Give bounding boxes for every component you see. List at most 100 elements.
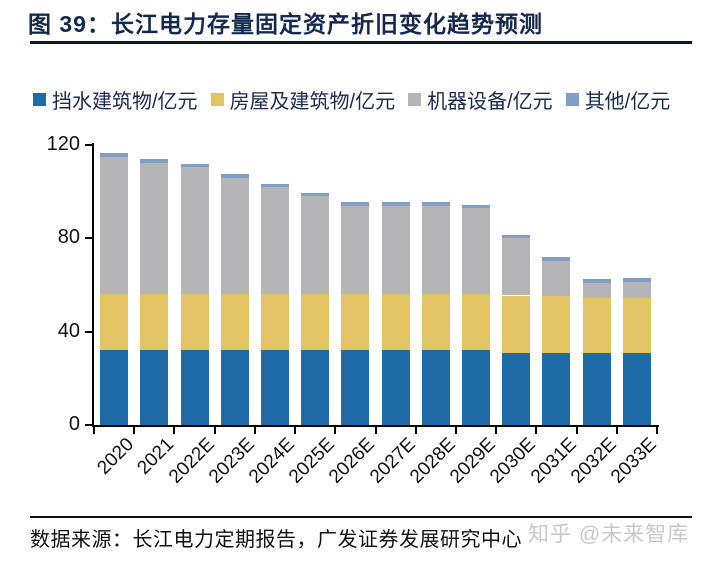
x-axis-tick bbox=[535, 425, 538, 434]
y-axis-label: 120 bbox=[46, 133, 80, 155]
legend-item: 机器设备/亿元 bbox=[408, 85, 553, 114]
bar-segment bbox=[341, 294, 370, 351]
x-axis-label: 2020 bbox=[93, 434, 138, 479]
x-axis-tick bbox=[656, 425, 658, 434]
bar-segment bbox=[180, 350, 209, 425]
bar-segment bbox=[502, 238, 531, 296]
bar-segment bbox=[542, 352, 571, 425]
bar-segment bbox=[462, 208, 491, 295]
x-axis-tick bbox=[454, 425, 457, 434]
y-axis-label: 0 bbox=[68, 413, 80, 435]
x-axis-label: 2022E bbox=[164, 434, 219, 488]
bar-segment bbox=[140, 350, 169, 425]
bar-segment bbox=[100, 294, 129, 351]
x-axis-tick bbox=[414, 425, 417, 434]
legend-label: 房屋及建筑物/亿元 bbox=[229, 91, 396, 113]
bar-segment bbox=[502, 234, 531, 239]
bar-segment bbox=[582, 282, 611, 298]
bar-segment bbox=[462, 294, 491, 351]
x-axis-label: 2027E bbox=[365, 434, 420, 488]
x-axis-label: 2030E bbox=[486, 434, 541, 488]
source-note: 数据来源：长江电力定期报告，广发证券发展研究中心 bbox=[30, 529, 522, 551]
bar-segment bbox=[220, 177, 249, 295]
bar-segment bbox=[381, 350, 410, 425]
legend-swatch bbox=[33, 93, 46, 106]
bar-segment bbox=[260, 183, 289, 187]
bar-segment bbox=[220, 294, 249, 351]
bar-segment bbox=[622, 281, 651, 298]
x-axis-tick bbox=[213, 425, 216, 434]
figure-title: 图 39：长江电力存量固定资产折旧变化趋势预测 bbox=[28, 11, 543, 37]
x-axis-label: 2024E bbox=[245, 434, 299, 488]
watermark: 知乎 @未来智库 bbox=[528, 523, 690, 546]
bar-segment bbox=[301, 294, 330, 351]
x-axis-tick bbox=[133, 425, 136, 434]
bar-segment bbox=[502, 295, 531, 353]
chart-legend: 挡水建筑物/亿元 房屋及建筑物/亿元 机器设备/亿元 其他/亿元 bbox=[33, 85, 693, 114]
x-axis-tick bbox=[495, 425, 498, 434]
bar-segment bbox=[341, 205, 370, 295]
bar-segment bbox=[622, 297, 651, 353]
legend-item: 挡水建筑物/亿元 bbox=[33, 85, 198, 114]
x-axis-label: 2028E bbox=[405, 434, 460, 488]
x-axis-tick bbox=[173, 425, 176, 434]
y-axis-line bbox=[92, 143, 94, 427]
bar-segment bbox=[381, 202, 410, 206]
bar-segment bbox=[180, 167, 209, 295]
bar-segment bbox=[260, 350, 289, 425]
bar-segment bbox=[381, 294, 410, 351]
bar-segment bbox=[100, 350, 129, 425]
title-rule bbox=[30, 41, 692, 44]
bar-segment bbox=[381, 205, 410, 295]
x-axis-label: 2026E bbox=[325, 434, 380, 488]
bar-segment bbox=[582, 352, 611, 425]
x-axis-tick bbox=[615, 425, 618, 434]
bar-segment bbox=[260, 187, 289, 295]
bar-segment bbox=[301, 192, 330, 197]
bar-segment bbox=[622, 352, 651, 425]
x-axis-tick bbox=[294, 425, 297, 434]
bar-segment bbox=[140, 294, 169, 351]
y-axis-tick bbox=[85, 424, 93, 426]
bar-segment bbox=[462, 350, 491, 425]
bar-segment bbox=[542, 295, 571, 353]
bar-segment bbox=[421, 205, 450, 295]
bar-segment bbox=[542, 257, 571, 261]
bar-segment bbox=[260, 294, 289, 351]
legend-label: 挡水建筑物/亿元 bbox=[52, 91, 198, 113]
legend-label: 机器设备/亿元 bbox=[427, 91, 553, 113]
legend-swatch bbox=[210, 93, 224, 106]
bar-segment bbox=[220, 350, 249, 425]
bar-segment bbox=[140, 162, 169, 295]
legend-swatch bbox=[565, 93, 579, 106]
y-axis-tick bbox=[85, 144, 93, 146]
x-axis-label: 2029E bbox=[446, 434, 500, 488]
bottom-rule bbox=[30, 516, 692, 518]
bar-segment bbox=[622, 278, 651, 282]
legend-swatch bbox=[408, 93, 422, 106]
x-axis-tick bbox=[575, 425, 578, 434]
y-axis-tick bbox=[85, 330, 93, 333]
bar-segment bbox=[502, 352, 531, 425]
bar-segment bbox=[220, 174, 249, 178]
bar-segment bbox=[301, 350, 330, 425]
legend-item: 房屋及建筑物/亿元 bbox=[210, 85, 396, 114]
bar-segment bbox=[301, 196, 330, 295]
bar-segment bbox=[140, 159, 169, 163]
y-axis-label: 40 bbox=[57, 319, 80, 342]
bar-segment bbox=[100, 153, 129, 157]
x-axis-tick bbox=[374, 425, 377, 434]
x-axis-tick bbox=[93, 425, 95, 434]
bar-segment bbox=[582, 279, 611, 283]
y-axis-tick bbox=[85, 237, 93, 240]
bar-segment bbox=[542, 260, 571, 296]
bar-segment bbox=[341, 350, 370, 425]
legend-item: 其他/亿元 bbox=[565, 85, 670, 114]
bar-segment bbox=[180, 163, 209, 168]
bar-segment bbox=[582, 297, 611, 353]
x-axis-label: 2033E bbox=[607, 434, 661, 488]
x-axis-tick bbox=[334, 425, 337, 434]
bar-segment bbox=[462, 204, 491, 208]
